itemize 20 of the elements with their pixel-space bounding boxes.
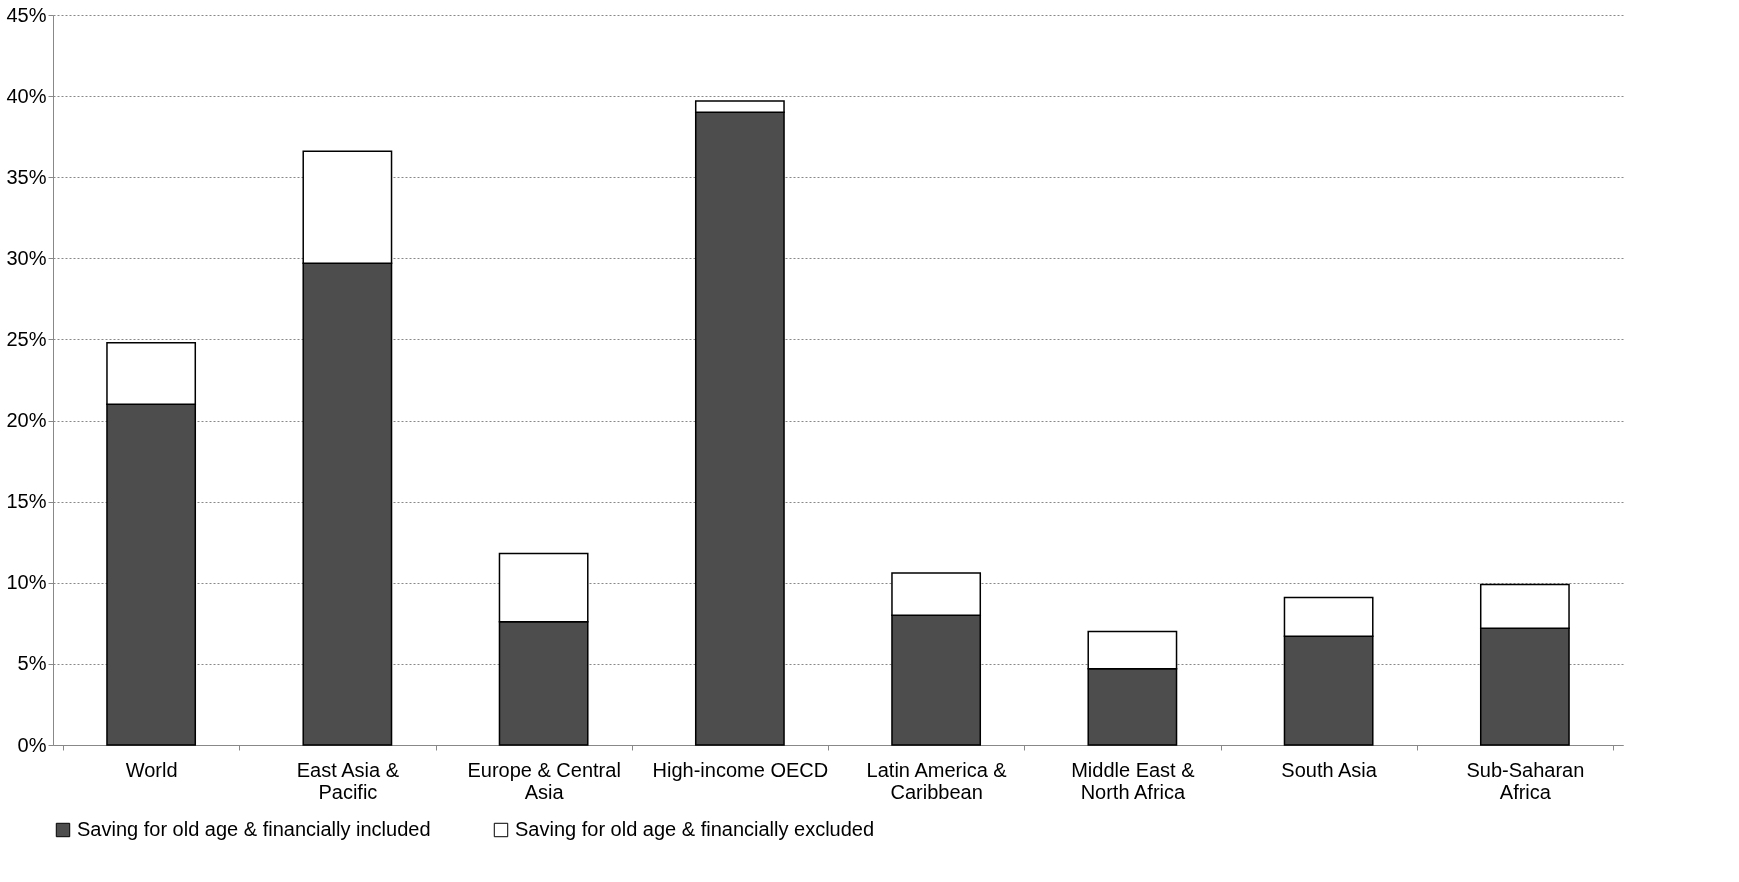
y-tick-label: 45% (6, 3, 47, 26)
x-tick-label: World (125, 758, 178, 781)
y-tick-label: 5% (17, 652, 47, 675)
x-tick-label: Latin America & Caribbean (866, 758, 1008, 803)
y-tick-label: 30% (6, 246, 47, 269)
y-tick-label: 0% (17, 733, 47, 756)
x-tick-label: East Asia & Pacific (296, 758, 400, 803)
y-tick-label: 25% (6, 327, 47, 350)
y-tick-label: 35% (6, 165, 47, 188)
x-tick-label: Europe & Central Asia (467, 758, 621, 803)
x-tick-label: South Asia (1281, 758, 1378, 781)
legend-label: Saving for old age & financially excluded (515, 818, 875, 840)
y-tick-label: 20% (6, 409, 47, 432)
x-tick-label: High-income OECD (652, 758, 829, 781)
x-tick-label: Sub-Saharan Africa (1466, 758, 1585, 803)
y-tick-label: 40% (6, 84, 47, 107)
x-tick-label: Middle East & North Africa (1071, 758, 1196, 803)
y-tick-label: 10% (6, 571, 47, 594)
legend-label: Saving for old age & financially included (77, 818, 431, 840)
y-tick-label: 15% (6, 490, 47, 513)
